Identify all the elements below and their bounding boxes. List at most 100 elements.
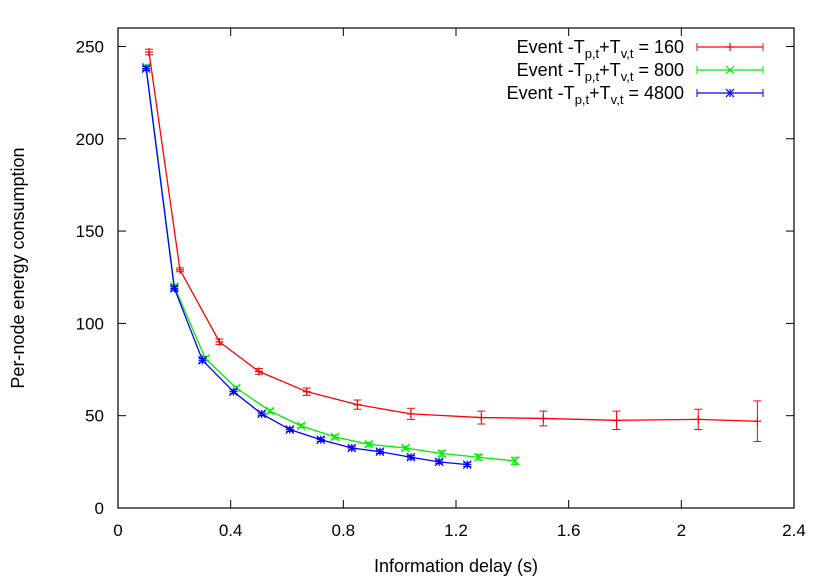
marker-stroke — [406, 452, 416, 462]
data-point — [539, 414, 548, 423]
marker-stroke — [257, 409, 267, 419]
data-point — [477, 413, 486, 422]
legend-item-2: Event -Tp,t+Tv,t = 4800 — [507, 83, 764, 107]
legend-text-part: +T — [599, 60, 621, 80]
legend-label: Event -Tp,t+Tv,t = 4800 — [507, 83, 684, 107]
marker-stroke — [434, 457, 444, 467]
y-tick-label: 250 — [76, 37, 104, 56]
y-tick-label: 200 — [76, 130, 104, 149]
legend-label: Event -Tp,t+Tv,t = 160 — [517, 37, 684, 61]
series-0 — [144, 48, 762, 443]
legend-item-0: Event -Tp,t+Tv,t = 160 — [517, 37, 764, 61]
data-point — [400, 443, 410, 453]
legend-text-part: Event -T — [507, 83, 575, 103]
legend-text-part: Event -T — [517, 60, 585, 80]
y-tick-label: 50 — [85, 407, 104, 426]
data-point — [265, 406, 275, 416]
data-point — [285, 425, 295, 434]
y-axis-label: Per-node energy consumption — [8, 147, 28, 388]
marker-stroke — [198, 355, 207, 365]
data-point — [316, 435, 326, 445]
data-point — [229, 387, 238, 397]
data-point — [347, 443, 357, 453]
data-point — [375, 447, 385, 457]
marker-stroke — [229, 387, 238, 397]
series-1 — [141, 62, 520, 466]
series-layer — [141, 48, 762, 470]
tick-labels: 0 0.4 0.8 1.2 1.6 2 2.4 0 50 100 150 200 250 — [76, 37, 806, 540]
legend-text-part: Event -T — [517, 37, 585, 57]
legend-subscript: v,t — [621, 69, 634, 84]
legend-subscript: v,t — [611, 92, 624, 107]
marker-stroke — [347, 443, 357, 453]
y-tick-label: 100 — [76, 314, 104, 333]
x-tick-label: 2 — [677, 521, 686, 540]
marker-stroke — [316, 435, 326, 445]
data-point — [462, 460, 472, 470]
marker-stroke — [375, 447, 385, 457]
data-point — [510, 456, 520, 466]
marker-stroke — [141, 64, 151, 74]
plot-frame — [117, 27, 795, 509]
legend-text-part: = 160 — [633, 37, 684, 57]
series-line — [148, 51, 758, 422]
data-point — [198, 355, 207, 365]
data-point — [406, 452, 416, 462]
marker-stroke — [725, 65, 735, 75]
data-point — [406, 409, 415, 418]
x-tick-label: 0.8 — [332, 521, 356, 540]
legend-text-part: = 4800 — [623, 83, 684, 103]
data-point — [694, 415, 703, 424]
data-point — [612, 416, 621, 425]
marker-stroke — [474, 452, 483, 462]
data-point — [141, 64, 151, 74]
data-point — [434, 457, 444, 467]
x-tick-label: 2.4 — [782, 521, 806, 540]
data-point — [302, 387, 311, 396]
legend-label: Event -Tp,t+Tv,t = 800 — [517, 60, 684, 84]
data-point — [353, 400, 362, 409]
legend-text-part: = 800 — [633, 60, 684, 80]
x-tick-label: 0.4 — [219, 521, 243, 540]
data-point — [175, 265, 184, 274]
y-tick-label: 150 — [76, 222, 104, 241]
legend-subscript: p,t — [585, 69, 600, 84]
data-point — [726, 43, 734, 51]
legend-text-part: +T — [599, 37, 621, 57]
x-tick-label: 0 — [113, 521, 122, 540]
x-tick-label: 1.2 — [444, 521, 468, 540]
x-tick-label: 1.6 — [557, 521, 581, 540]
data-point — [725, 88, 735, 98]
marker-stroke — [285, 425, 295, 434]
marker-stroke — [437, 449, 447, 458]
marker-stroke — [265, 406, 275, 416]
marker-stroke — [330, 432, 340, 442]
data-point — [437, 449, 447, 458]
data-point — [330, 432, 340, 442]
legend-item-1: Event -Tp,t+Tv,t = 800 — [517, 60, 764, 84]
data-point — [144, 48, 153, 56]
legend-text-part: +T — [589, 83, 611, 103]
series-line — [145, 66, 516, 462]
marker-stroke — [725, 88, 735, 98]
y-tick-label: 0 — [95, 499, 104, 518]
axis-ticks — [117, 28, 795, 509]
marker-stroke — [169, 283, 179, 293]
data-point — [296, 421, 306, 431]
series-2 — [141, 64, 472, 470]
legend-subscript: p,t — [575, 92, 590, 107]
data-point — [254, 367, 263, 376]
marker-stroke — [364, 439, 374, 449]
marker-stroke — [462, 460, 472, 470]
marker-stroke — [400, 443, 410, 453]
x-axis-label: Information delay (s) — [374, 556, 538, 576]
series-line — [145, 68, 468, 466]
marker-stroke — [510, 456, 520, 466]
data-point — [753, 417, 762, 426]
data-point — [725, 65, 735, 75]
data-point — [169, 283, 179, 293]
data-point — [257, 409, 267, 419]
data-point — [364, 439, 374, 449]
